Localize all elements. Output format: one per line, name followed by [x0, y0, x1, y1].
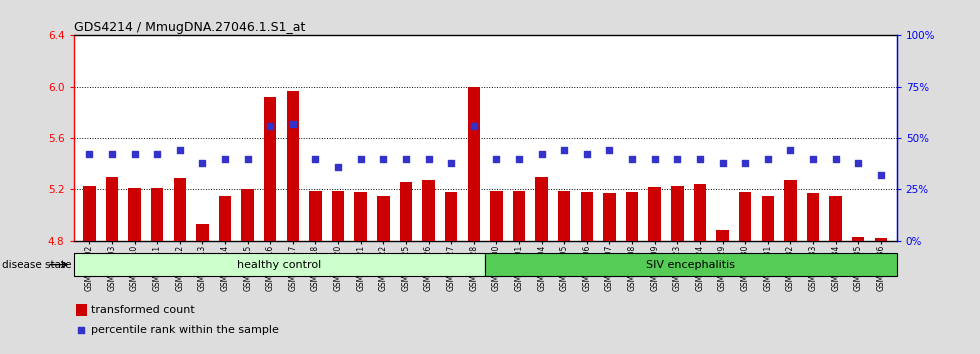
- Text: SIV encephalitis: SIV encephalitis: [647, 259, 735, 270]
- Bar: [83, 185, 95, 241]
- Bar: [580, 192, 593, 241]
- Text: transformed count: transformed count: [91, 305, 195, 315]
- Text: percentile rank within the sample: percentile rank within the sample: [91, 325, 279, 336]
- Bar: [485, 253, 897, 276]
- Point: [308, 156, 323, 161]
- Bar: [264, 97, 276, 241]
- Bar: [74, 253, 485, 276]
- Point: [74, 328, 89, 333]
- Point: [285, 121, 301, 126]
- Bar: [467, 87, 480, 241]
- Point: [851, 160, 866, 166]
- Bar: [151, 188, 164, 241]
- Point: [195, 160, 211, 166]
- Point: [172, 148, 187, 153]
- Point: [126, 152, 142, 157]
- Point: [489, 156, 505, 161]
- Point: [783, 148, 799, 153]
- Bar: [377, 196, 390, 241]
- Bar: [75, 304, 86, 316]
- Point: [760, 156, 775, 161]
- Bar: [128, 188, 141, 241]
- Point: [398, 156, 414, 161]
- Bar: [196, 224, 209, 241]
- Bar: [874, 238, 887, 241]
- Point: [534, 152, 550, 157]
- Point: [647, 156, 662, 161]
- Bar: [445, 192, 458, 241]
- Point: [375, 156, 391, 161]
- Bar: [852, 237, 864, 241]
- Point: [602, 148, 617, 153]
- Bar: [355, 192, 367, 241]
- Point: [873, 172, 889, 178]
- Bar: [604, 193, 615, 241]
- Bar: [219, 196, 231, 241]
- Point: [263, 123, 278, 129]
- Bar: [761, 196, 774, 241]
- Bar: [716, 230, 729, 241]
- Bar: [173, 178, 186, 241]
- Bar: [829, 196, 842, 241]
- Point: [443, 160, 459, 166]
- Bar: [739, 192, 752, 241]
- Point: [692, 156, 708, 161]
- Point: [81, 152, 97, 157]
- Point: [828, 156, 844, 161]
- Bar: [400, 182, 413, 241]
- Point: [579, 152, 595, 157]
- Point: [240, 156, 256, 161]
- Bar: [535, 177, 548, 241]
- Bar: [490, 191, 503, 241]
- Point: [669, 156, 685, 161]
- Bar: [422, 181, 435, 241]
- Bar: [241, 189, 254, 241]
- Bar: [694, 184, 707, 241]
- Point: [806, 156, 821, 161]
- Point: [737, 160, 753, 166]
- Point: [218, 156, 233, 161]
- Text: disease state: disease state: [2, 259, 72, 270]
- Bar: [649, 187, 661, 241]
- Bar: [784, 181, 797, 241]
- Text: GDS4214 / MmugDNA.27046.1.S1_at: GDS4214 / MmugDNA.27046.1.S1_at: [74, 21, 305, 34]
- Point: [104, 152, 120, 157]
- Bar: [558, 191, 570, 241]
- Bar: [286, 91, 299, 241]
- Point: [353, 156, 368, 161]
- Bar: [513, 191, 525, 241]
- Bar: [626, 192, 638, 241]
- Bar: [106, 177, 119, 241]
- Bar: [807, 193, 819, 241]
- Point: [149, 152, 165, 157]
- Bar: [310, 191, 321, 241]
- Point: [624, 156, 640, 161]
- Bar: [332, 191, 344, 241]
- Point: [466, 123, 481, 129]
- Point: [330, 164, 346, 170]
- Point: [557, 148, 572, 153]
- Point: [420, 156, 436, 161]
- Point: [512, 156, 527, 161]
- Bar: [671, 185, 684, 241]
- Text: healthy control: healthy control: [237, 259, 321, 270]
- Point: [714, 160, 730, 166]
